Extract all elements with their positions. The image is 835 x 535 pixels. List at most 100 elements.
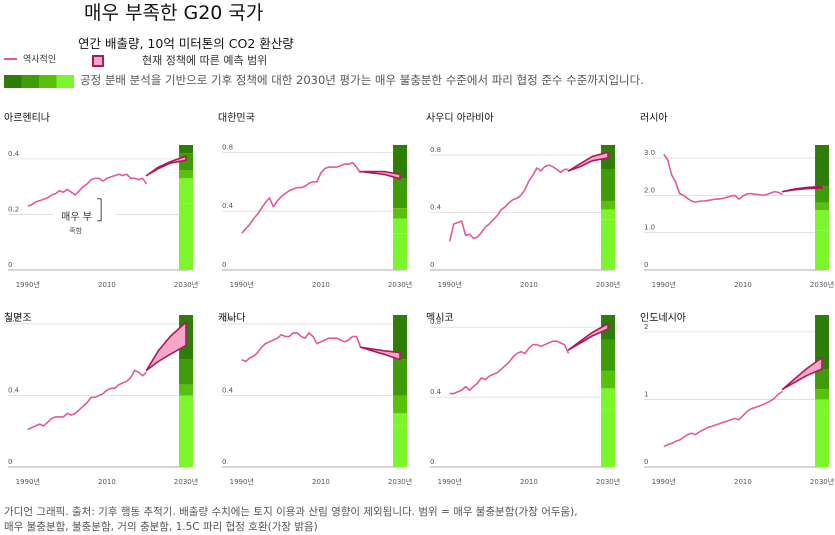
y-tick-label: 0.8 xyxy=(430,318,441,326)
y-tick-label: 0 xyxy=(222,261,226,269)
x-tick-label: 2030년 xyxy=(174,280,198,289)
y-tick-label: 0 xyxy=(8,458,12,466)
historical-line xyxy=(663,153,783,203)
x-tick-label: 2010 xyxy=(312,478,330,486)
y-tick-label: 0.2 xyxy=(8,205,19,213)
panel-title: 아르헨티나 xyxy=(4,112,50,124)
projection-range xyxy=(567,322,609,351)
legend-range-label: 현재 정책에 따른 예측 범위 xyxy=(142,54,268,67)
fair-share-band xyxy=(815,230,830,270)
projection-range xyxy=(781,356,823,391)
x-tick-label: 2030년 xyxy=(596,280,620,289)
fair-share-band xyxy=(601,209,616,220)
fair-share-band xyxy=(601,169,616,202)
x-tick-label: 2030년 xyxy=(810,477,834,486)
historical-line xyxy=(241,332,362,363)
y-tick-label: 0 xyxy=(430,458,434,466)
fair-share-band xyxy=(393,413,408,426)
chart-subtitle: 연간 배출량, 10억 미터톤의 CO2 환산량 xyxy=(78,36,294,51)
y-tick-label: 0.4 xyxy=(8,386,20,394)
x-tick-label: 2030년 xyxy=(810,280,834,289)
y-tick-label: 0.4 xyxy=(222,202,234,210)
projection-range xyxy=(359,346,401,361)
panel-8: 인도네시아 0 1 2 1990년 2010 2030년 xyxy=(640,312,834,486)
panel-title: 러시아 xyxy=(640,112,668,124)
projection-range xyxy=(359,170,401,180)
historical-line xyxy=(663,390,783,448)
x-tick-label: 1990년 xyxy=(652,477,676,486)
panel-title: 캐나다 xyxy=(218,312,246,324)
fair-share-band xyxy=(601,201,616,210)
fair-share-band xyxy=(179,384,194,396)
y-tick-label: 2.0 xyxy=(644,186,655,194)
fair-share-band xyxy=(393,359,408,396)
range-swatch xyxy=(92,55,104,67)
x-tick-label: 1990년 xyxy=(16,477,40,486)
panel-5: 칠면조 0 0.4 0.8 1990년 2010 2030년 xyxy=(4,312,198,486)
fair-share-band xyxy=(179,203,194,270)
panel-3: 사우디 아라비아 0 0.4 0.8 1990년 2010 2030년 xyxy=(426,112,620,289)
legend-range: 현재 정책에 따른 예측 범위 xyxy=(92,52,267,68)
chart-title: 매우 부족한 G20 국가 xyxy=(84,2,264,24)
x-tick-label: 1990년 xyxy=(438,280,462,289)
fair-share-band xyxy=(815,389,830,400)
fair-share-band xyxy=(179,178,194,204)
fair-share-band xyxy=(393,178,408,209)
fair-share-band xyxy=(601,388,616,410)
annotation-label: 매우 부 xyxy=(61,211,92,223)
footer-note: 가디언 그래픽. 출처: 기후 행동 추적기. 배출량 수치에는 토지 이용과 … xyxy=(4,505,824,535)
fair-share-band xyxy=(601,339,616,371)
y-tick-label: 0 xyxy=(8,261,12,269)
projection-range xyxy=(567,151,609,172)
x-tick-label: 1990년 xyxy=(230,477,254,486)
fair-share-band xyxy=(393,218,408,234)
fair-share-band xyxy=(179,170,194,179)
historical-line xyxy=(27,369,148,431)
fair-share-band xyxy=(815,315,830,370)
x-tick-label: 2010 xyxy=(98,281,116,289)
y-tick-label: 0.8 xyxy=(222,315,233,323)
historical-line xyxy=(241,161,362,234)
y-tick-label: 0.4 xyxy=(430,204,442,212)
y-tick-label: 0.8 xyxy=(430,146,441,154)
x-tick-label: 2010 xyxy=(312,281,330,289)
x-tick-label: 2030년 xyxy=(388,280,412,289)
panel-title: 칠면조 xyxy=(4,312,32,324)
x-tick-label: 2010 xyxy=(520,478,538,486)
legend-fair-share-label: 공정 분배 분석을 기반으로 기후 정책에 대한 2030년 평가는 매우 불충… xyxy=(80,73,644,87)
y-tick-label: 1.0 xyxy=(644,224,655,232)
fair-share-band xyxy=(815,409,830,467)
fair-share-band xyxy=(601,219,616,270)
fair-share-band xyxy=(393,233,408,270)
y-tick-label: 0.4 xyxy=(430,388,442,396)
panel-title: 인도네시아 xyxy=(640,312,686,324)
historical-line xyxy=(449,164,569,242)
fair-share-band xyxy=(179,359,194,385)
x-tick-label: 2010 xyxy=(734,281,752,289)
legend-historical: 역사적인 xyxy=(4,52,56,65)
x-tick-label: 1990년 xyxy=(230,280,254,289)
x-tick-label: 2010 xyxy=(98,478,116,486)
y-tick-label: 0.4 xyxy=(8,150,20,158)
panel-title: 대한민국 xyxy=(218,112,255,124)
projection-range xyxy=(145,321,187,372)
fair-share-band xyxy=(393,425,408,467)
x-tick-label: 2030년 xyxy=(596,477,620,486)
historical-line xyxy=(449,340,570,395)
y-tick-label: 0.4 xyxy=(222,386,234,394)
panel-1: 아르헨티나 0 0.2 0.4 1990년 2010 2030년 매우 부족함 xyxy=(4,112,198,289)
x-tick-label: 2010 xyxy=(734,478,752,486)
x-tick-label: 2030년 xyxy=(174,477,198,486)
annotation-bracket xyxy=(97,198,102,222)
y-tick-label: 3.0 xyxy=(644,149,655,157)
footer-line-2: 매우 불충분함, 불충분함, 거의 충분함, 1.5C 파리 협정 호환(가장 … xyxy=(4,521,318,533)
fair-share-band xyxy=(601,409,616,467)
fair-share-band xyxy=(179,145,194,154)
fair-share-band xyxy=(393,208,408,219)
y-tick-label: 0 xyxy=(644,458,648,466)
fair-share-band xyxy=(179,404,194,467)
fair-share-band xyxy=(815,202,830,211)
fair-share-band xyxy=(815,369,830,390)
historical-line xyxy=(27,173,148,207)
